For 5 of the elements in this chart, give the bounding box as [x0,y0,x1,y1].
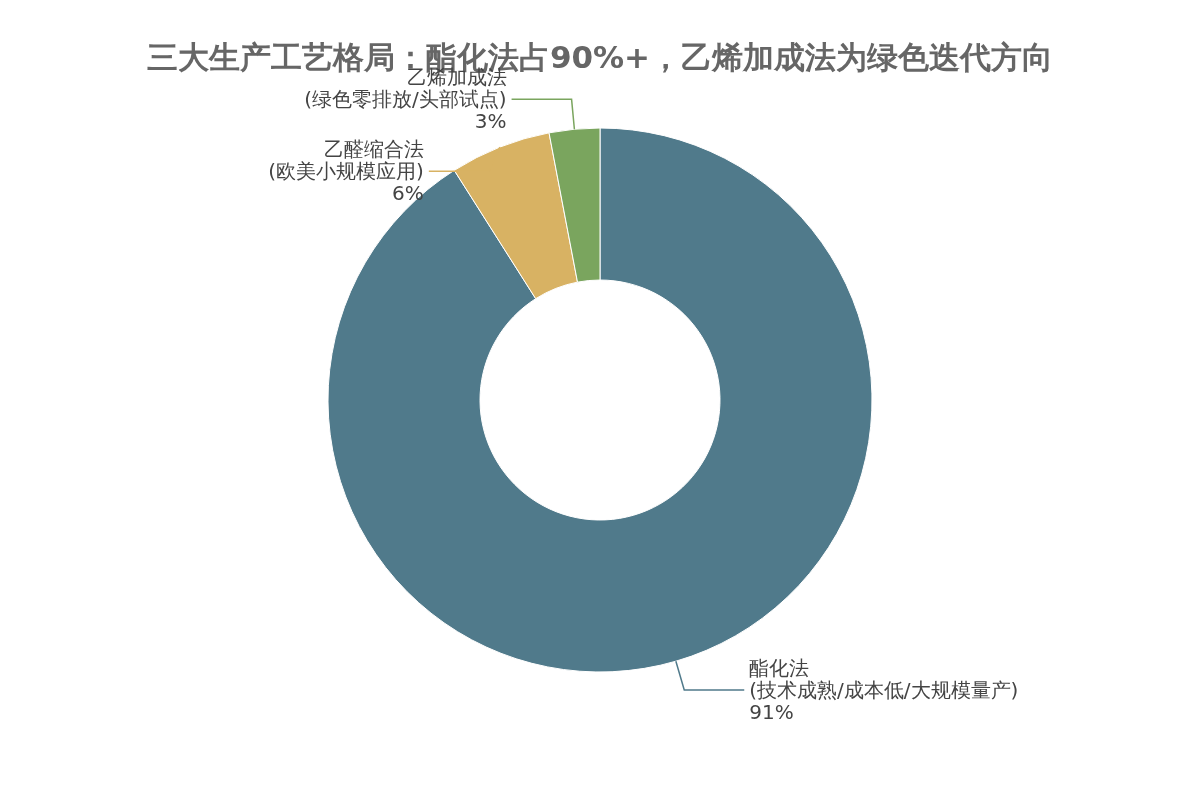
slice-label: 酯化法 (技术成熟/成本低/大规模量产) [749,656,1019,703]
data-label: 91% [749,700,794,725]
data-label: 3% [474,109,507,134]
data-label: 6% [392,181,424,206]
slice-label: 乙醛缩合法 (欧美小规模应用) [268,137,424,184]
